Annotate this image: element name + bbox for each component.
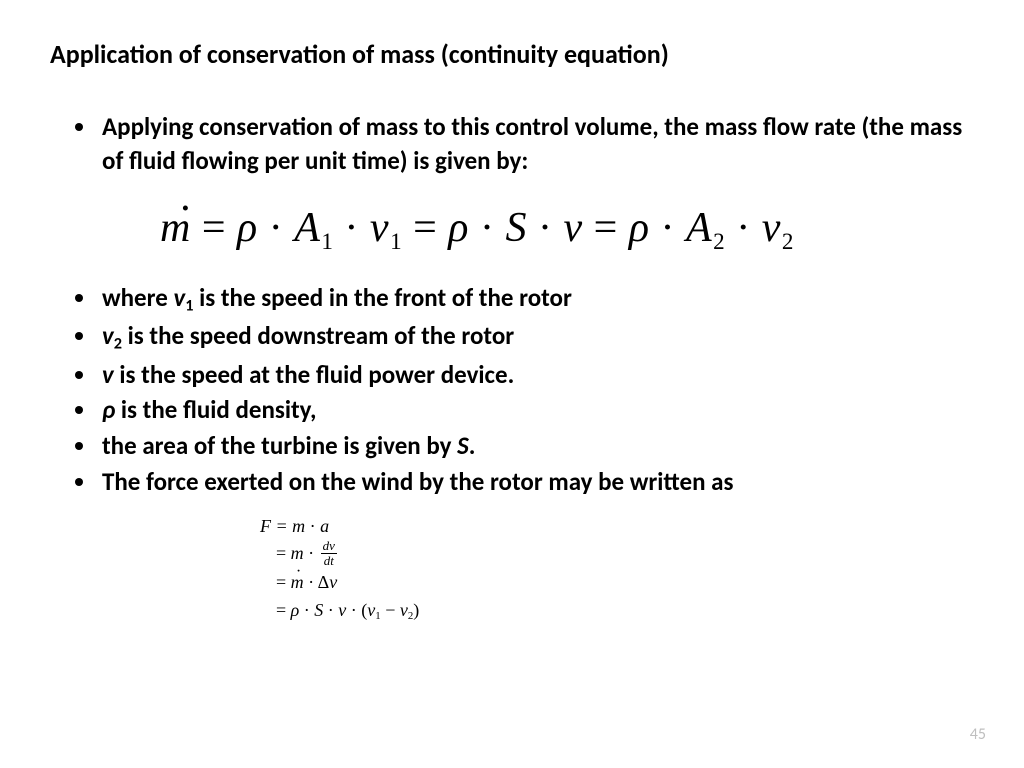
var-f: F bbox=[260, 516, 271, 536]
text: − bbox=[381, 600, 400, 620]
list-item: where v1 is the speed in the front of th… bbox=[98, 281, 974, 317]
slide: Application of conservation of mass (con… bbox=[0, 0, 1024, 768]
eq-row: F = m · a bbox=[260, 513, 974, 541]
page-title: Application of conservation of mass (con… bbox=[50, 38, 974, 70]
text: is the fluid density, bbox=[115, 394, 316, 425]
list-item: Applying conservation of mass to this co… bbox=[98, 110, 974, 178]
text: = m bbox=[271, 516, 305, 536]
equation-force: F = m · a = m · dvdt = m · Δv = ρ · S · … bbox=[50, 501, 974, 626]
text: is the speed downstream of the rotor bbox=[122, 320, 514, 351]
page-number: 45 bbox=[970, 725, 986, 744]
sub: 2 bbox=[114, 335, 122, 354]
eq-row: = ρ · S · v · (v1 − v2) bbox=[260, 597, 974, 625]
text: is the speed at the fluid power device. bbox=[114, 359, 515, 390]
var-v1: v bbox=[173, 282, 185, 313]
denominator: dt bbox=[321, 554, 337, 568]
text: . bbox=[469, 430, 476, 461]
text: where bbox=[102, 282, 173, 313]
var-rho: ρ bbox=[102, 394, 115, 425]
text: the area of the turbine is given by bbox=[102, 430, 457, 461]
equation-main: m = ρ · A1 · v1 = ρ · S · v = ρ · A2 · v… bbox=[50, 180, 974, 281]
list-item: ρ is the fluid density, bbox=[98, 393, 974, 427]
fraction: dvdt bbox=[321, 539, 337, 567]
var: v bbox=[400, 600, 408, 620]
var-s: S bbox=[457, 430, 469, 461]
sub: 2 bbox=[408, 611, 413, 623]
list-item: v2 is the speed downstream of the rotor bbox=[98, 319, 974, 355]
eq-row: = m · dvdt bbox=[260, 540, 974, 569]
bullet-list-top: Applying conservation of mass to this co… bbox=[50, 110, 974, 178]
text: is the speed in the front of the rotor bbox=[193, 282, 571, 313]
bullet-list-mid: where v1 is the speed in the front of th… bbox=[50, 281, 974, 499]
var-v2: v bbox=[102, 320, 114, 351]
numerator: dv bbox=[321, 539, 337, 554]
list-item: The force exerted on the wind by the rot… bbox=[98, 465, 974, 499]
var-v: v bbox=[102, 359, 114, 390]
list-item: v is the speed at the fluid power device… bbox=[98, 358, 974, 392]
eq-row: = m · Δv bbox=[260, 569, 974, 597]
list-item: the area of the turbine is given by S. bbox=[98, 429, 974, 463]
